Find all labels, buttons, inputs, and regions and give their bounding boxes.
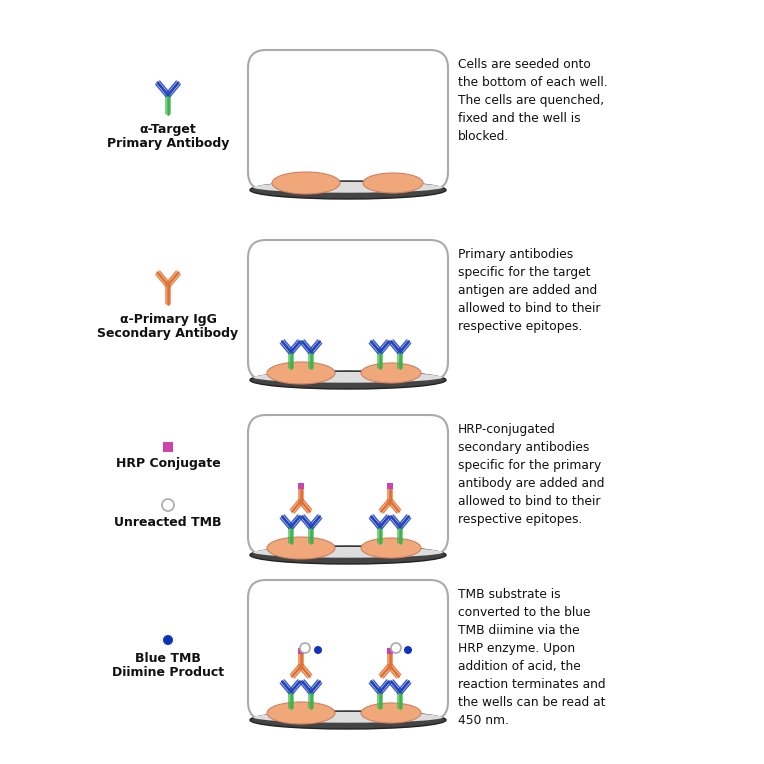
Ellipse shape [253,182,443,193]
Ellipse shape [253,372,443,383]
FancyBboxPatch shape [248,240,448,380]
Ellipse shape [272,172,340,194]
Bar [298,483,304,489]
Ellipse shape [267,362,335,384]
Ellipse shape [250,546,446,564]
Ellipse shape [250,181,446,199]
Bar [387,483,393,489]
Ellipse shape [267,702,335,724]
FancyBboxPatch shape [248,415,448,555]
Bar [163,442,173,452]
Ellipse shape [391,643,401,653]
Text: Unreacted TMB: Unreacted TMB [115,516,222,529]
FancyBboxPatch shape [248,580,448,720]
Text: TMB substrate is
converted to the blue
TMB diimine via the
HRP enzyme. Upon
addi: TMB substrate is converted to the blue T… [458,588,606,727]
Ellipse shape [163,635,173,645]
Text: Cells are seeded onto
the bottom of each well.
The cells are quenched,
fixed and: Cells are seeded onto the bottom of each… [458,58,607,143]
Ellipse shape [404,646,412,654]
Text: HRP Conjugate: HRP Conjugate [115,457,220,470]
Text: Primary antibodies
specific for the target
antigen are added and
allowed to bind: Primary antibodies specific for the targ… [458,248,601,333]
Bar [298,648,304,654]
Ellipse shape [361,538,421,558]
Ellipse shape [300,643,310,653]
Ellipse shape [267,537,335,559]
Ellipse shape [250,711,446,729]
Text: α-Target: α-Target [140,123,196,136]
Ellipse shape [361,703,421,723]
Text: Secondary Antibody: Secondary Antibody [98,327,238,340]
Ellipse shape [363,173,423,193]
Text: α-Primary IgG: α-Primary IgG [119,313,216,326]
Ellipse shape [314,646,322,654]
Text: Diimine Product: Diimine Product [112,666,224,679]
Ellipse shape [250,371,446,389]
Text: Primary Antibody: Primary Antibody [107,137,229,150]
FancyBboxPatch shape [248,50,448,190]
Text: Blue TMB: Blue TMB [135,652,201,665]
Ellipse shape [162,499,174,511]
Text: HRP-conjugated
secondary antibodies
specific for the primary
antibody are added : HRP-conjugated secondary antibodies spec… [458,423,604,526]
Ellipse shape [253,547,443,558]
Bar [387,648,393,654]
Ellipse shape [361,363,421,383]
Ellipse shape [253,712,443,723]
